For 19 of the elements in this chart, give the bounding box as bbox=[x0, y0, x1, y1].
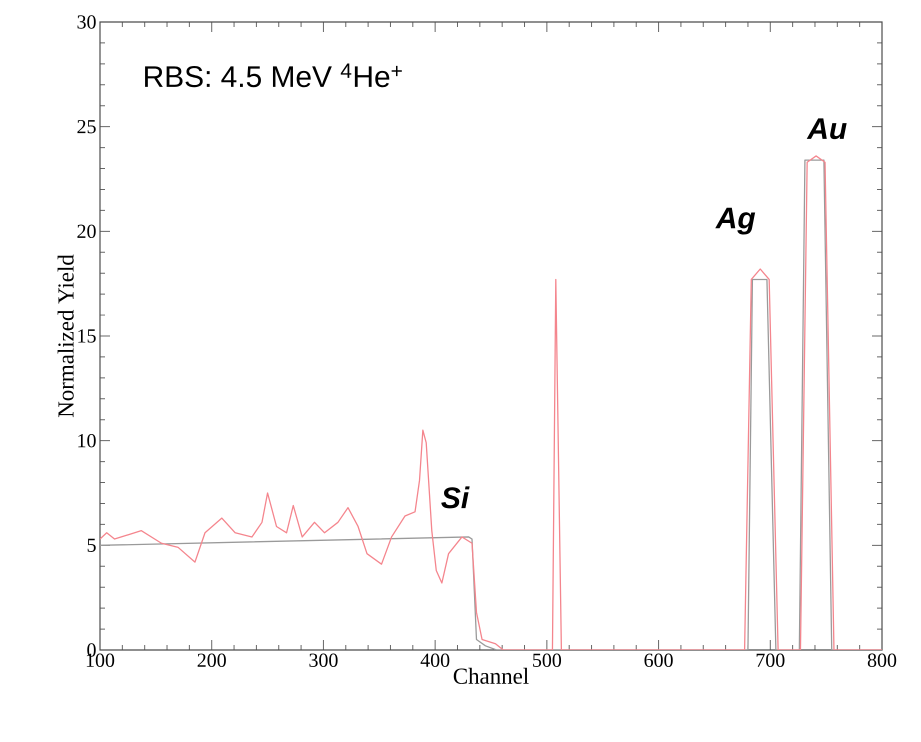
annotation: Ag bbox=[715, 208, 756, 234]
x-tick-label: 700 bbox=[756, 654, 784, 667]
x-tick-label: 300 bbox=[309, 654, 338, 667]
y-tick-label: 25 bbox=[77, 120, 96, 134]
y-tick-label: 10 bbox=[78, 434, 96, 448]
annotation: RBS: 4.5 MeV $^{4}$He$^{+}$ bbox=[145, 64, 402, 88]
annotation: Au bbox=[806, 118, 847, 140]
x-tick-label: 500 bbox=[533, 654, 562, 667]
x-tick-label: 800 bbox=[868, 654, 896, 667]
x-tick-label: 400 bbox=[420, 654, 450, 667]
annotation: Si bbox=[441, 486, 470, 508]
y-axis-title: Normalized Yield bbox=[58, 254, 74, 418]
y-tick-label: 20 bbox=[77, 224, 96, 238]
y-tick-label: 30 bbox=[78, 15, 96, 29]
y-tick-label: 5 bbox=[88, 538, 96, 552]
x-axis-title: Channel bbox=[454, 668, 529, 684]
y-tick-label: 15 bbox=[78, 329, 96, 343]
x-tick-label: 600 bbox=[644, 654, 673, 667]
x-tick-label: 200 bbox=[198, 654, 226, 667]
